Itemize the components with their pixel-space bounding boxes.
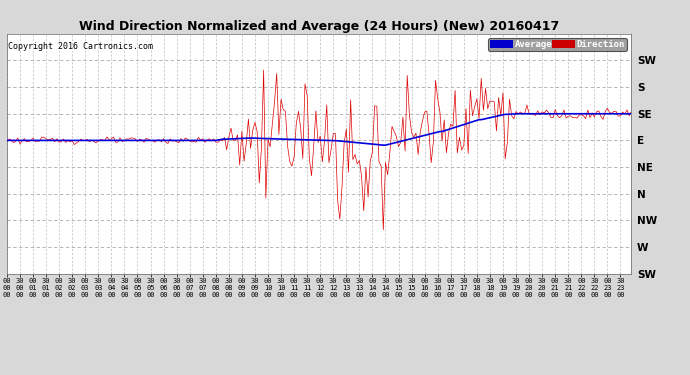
Title: Wind Direction Normalized and Average (24 Hours) (New) 20160417: Wind Direction Normalized and Average (2… bbox=[79, 20, 560, 33]
Legend: Average, Direction: Average, Direction bbox=[489, 38, 627, 51]
Text: Copyright 2016 Cartronics.com: Copyright 2016 Cartronics.com bbox=[8, 42, 153, 51]
